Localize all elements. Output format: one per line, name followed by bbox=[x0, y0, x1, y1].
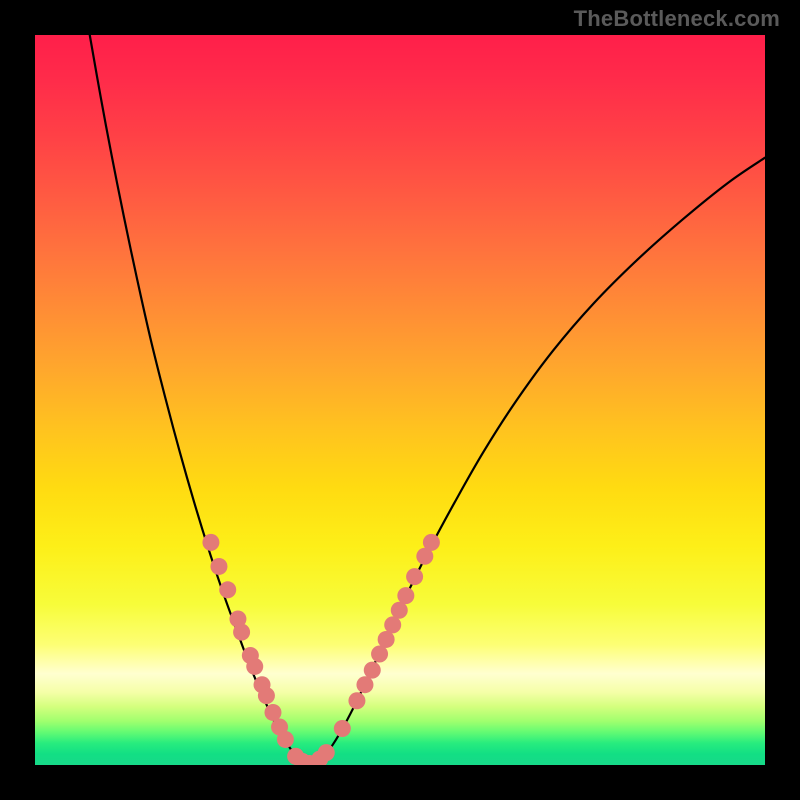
watermark-text: TheBottleneck.com bbox=[574, 6, 780, 32]
marker-dot bbox=[423, 534, 440, 551]
marker-dot bbox=[406, 568, 423, 585]
marker-dot bbox=[219, 581, 236, 598]
marker-dot bbox=[356, 676, 373, 693]
marker-dot bbox=[397, 587, 414, 604]
marker-dot bbox=[318, 744, 335, 761]
chart-svg bbox=[35, 35, 765, 765]
plot-area bbox=[35, 35, 765, 765]
marker-dot bbox=[334, 720, 351, 737]
marker-dot bbox=[384, 616, 401, 633]
gradient-background bbox=[35, 35, 765, 765]
chart-frame: TheBottleneck.com bbox=[0, 0, 800, 800]
marker-dot bbox=[378, 631, 395, 648]
marker-dot bbox=[233, 624, 250, 641]
marker-dot bbox=[277, 731, 294, 748]
marker-dot bbox=[371, 646, 388, 663]
marker-dot bbox=[210, 558, 227, 575]
marker-dot bbox=[246, 658, 263, 675]
marker-dot bbox=[348, 692, 365, 709]
marker-dot bbox=[391, 602, 408, 619]
marker-dot bbox=[264, 704, 281, 721]
marker-dot bbox=[202, 534, 219, 551]
marker-dot bbox=[364, 662, 381, 679]
marker-dot bbox=[258, 687, 275, 704]
